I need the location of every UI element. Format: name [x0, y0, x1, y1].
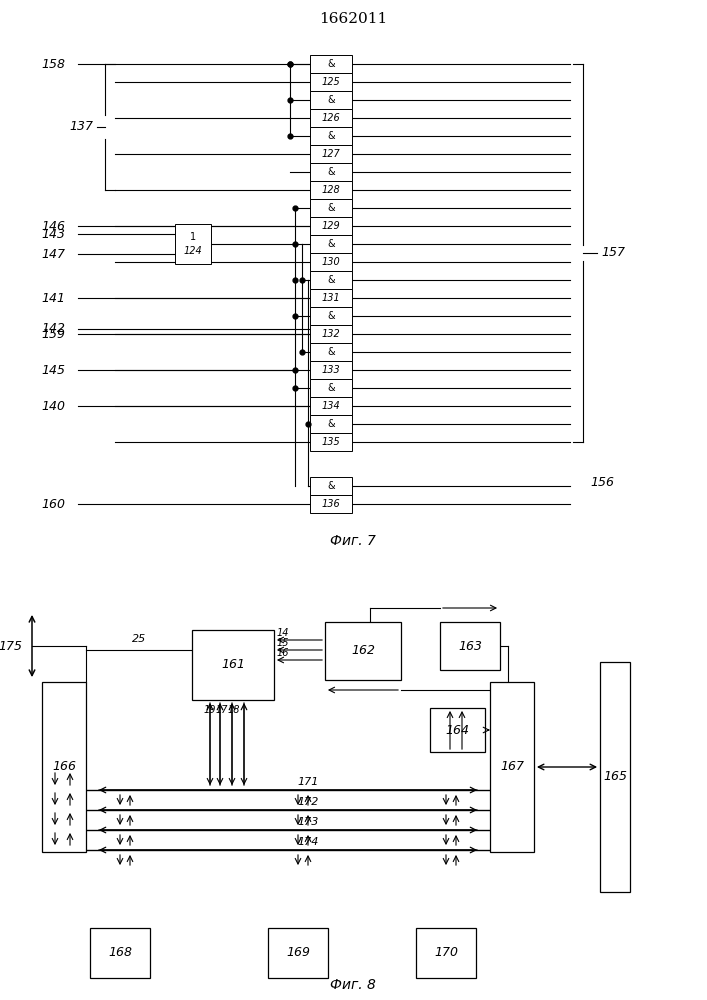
Bar	[310, 289, 352, 307]
Bar	[310, 397, 352, 415]
Text: 128: 128	[322, 185, 340, 195]
Text: 161: 161	[221, 658, 245, 672]
Text: 130: 130	[322, 257, 340, 267]
Bar	[310, 343, 352, 361]
Text: &: &	[327, 347, 335, 357]
Bar	[90, 928, 150, 978]
Text: &: &	[327, 203, 335, 213]
Bar	[310, 379, 352, 397]
Bar	[310, 271, 352, 289]
Text: &: &	[327, 275, 335, 285]
Text: 143: 143	[41, 228, 65, 240]
Text: 1: 1	[190, 232, 196, 242]
Text: 166: 166	[52, 760, 76, 774]
Bar	[310, 181, 352, 199]
Bar	[430, 708, 485, 752]
Bar	[310, 55, 352, 73]
Text: 25: 25	[132, 634, 146, 644]
Text: 147: 147	[41, 247, 65, 260]
Text: &: &	[327, 167, 335, 177]
Text: &: &	[327, 419, 335, 429]
Text: 136: 136	[322, 499, 340, 509]
Text: 1662011: 1662011	[319, 12, 387, 26]
Bar	[490, 682, 534, 852]
Text: 172: 172	[298, 797, 319, 807]
Text: 142: 142	[41, 322, 65, 335]
Text: 135: 135	[322, 437, 340, 447]
Bar	[310, 163, 352, 181]
Bar	[310, 495, 352, 513]
Text: 133: 133	[322, 365, 340, 375]
Bar	[310, 361, 352, 379]
Bar	[310, 145, 352, 163]
Bar	[310, 91, 352, 109]
Bar	[310, 73, 352, 91]
Text: 175: 175	[0, 640, 22, 652]
Text: 137: 137	[69, 120, 93, 133]
Text: &: &	[327, 95, 335, 105]
Bar	[268, 928, 328, 978]
Bar	[310, 127, 352, 145]
Bar	[310, 235, 352, 253]
Text: 170: 170	[434, 946, 458, 960]
Text: 165: 165	[603, 770, 627, 784]
Text: &: &	[327, 311, 335, 321]
Bar	[310, 199, 352, 217]
Text: 168: 168	[108, 946, 132, 960]
Bar	[42, 682, 86, 852]
Text: 18: 18	[228, 705, 240, 715]
Bar	[325, 622, 401, 680]
Text: 17: 17	[216, 705, 228, 715]
Text: &: &	[327, 481, 335, 491]
Bar	[310, 477, 352, 495]
Text: 146: 146	[41, 220, 65, 232]
Text: &: &	[327, 383, 335, 393]
Text: 19: 19	[204, 705, 216, 715]
Bar	[310, 217, 352, 235]
Text: 171: 171	[298, 777, 319, 787]
Text: 159: 159	[41, 328, 65, 340]
Text: 145: 145	[41, 363, 65, 376]
Text: 164: 164	[445, 724, 469, 736]
Text: 163: 163	[458, 640, 482, 652]
Bar	[310, 415, 352, 433]
Text: 140: 140	[41, 399, 65, 412]
Text: 160: 160	[41, 497, 65, 510]
Bar	[310, 433, 352, 451]
Bar	[440, 622, 500, 670]
Text: 14: 14	[277, 628, 289, 638]
Text: 126: 126	[322, 113, 340, 123]
Text: &: &	[327, 239, 335, 249]
Bar	[310, 109, 352, 127]
Bar	[310, 253, 352, 271]
Bar	[175, 224, 211, 264]
Text: 174: 174	[298, 837, 319, 847]
Text: &: &	[327, 131, 335, 141]
Text: 173: 173	[298, 817, 319, 827]
Text: &: &	[327, 59, 335, 69]
Text: 141: 141	[41, 292, 65, 304]
Bar	[310, 307, 352, 325]
Text: Фиг. 7: Фиг. 7	[330, 534, 376, 548]
Text: 167: 167	[500, 760, 524, 774]
Text: 131: 131	[322, 293, 340, 303]
Bar	[192, 630, 274, 700]
Text: 16: 16	[277, 648, 289, 658]
Bar	[416, 928, 476, 978]
Text: 132: 132	[322, 329, 340, 339]
Text: 162: 162	[351, 645, 375, 658]
Text: Фиг. 8: Фиг. 8	[330, 978, 376, 992]
Bar	[310, 325, 352, 343]
Text: 129: 129	[322, 221, 340, 231]
Text: 157: 157	[601, 246, 625, 259]
Text: 156: 156	[590, 477, 614, 489]
Text: 134: 134	[322, 401, 340, 411]
Text: 158: 158	[41, 57, 65, 70]
Bar	[600, 662, 630, 892]
Text: 125: 125	[322, 77, 340, 87]
Text: 15: 15	[277, 638, 289, 648]
Text: 169: 169	[286, 946, 310, 960]
Text: 127: 127	[322, 149, 340, 159]
Text: 124: 124	[184, 246, 202, 256]
